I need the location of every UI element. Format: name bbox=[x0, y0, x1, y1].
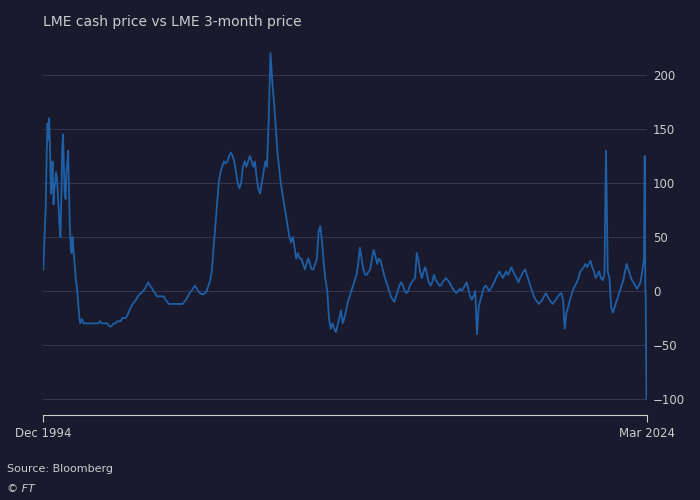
Text: Source: Bloomberg: Source: Bloomberg bbox=[7, 464, 113, 474]
Text: LME cash price vs LME 3-month price: LME cash price vs LME 3-month price bbox=[43, 15, 302, 29]
Text: © FT: © FT bbox=[7, 484, 35, 494]
